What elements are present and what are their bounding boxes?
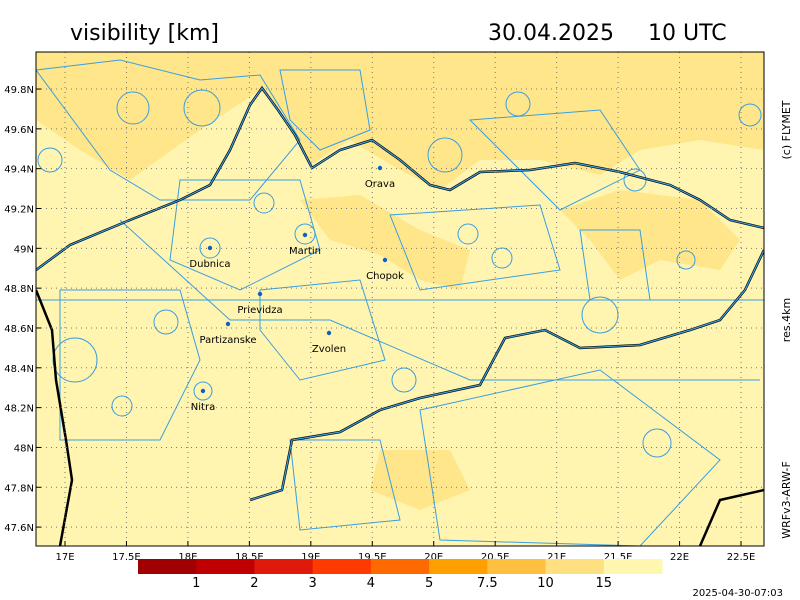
model: WRFv3-ARW-F [780,461,793,539]
city-label: Zvolen [312,344,346,355]
colorbar-label: 2 [250,576,258,591]
x-tick-label: 17.5E [112,552,141,563]
city-dot [200,388,206,394]
colorbar-label: 15 [596,576,613,591]
y-tick-label: 48.2N [4,404,34,415]
river-border [36,86,764,501]
title: visibility [km] [70,21,219,46]
city-label: Prievidza [237,305,282,316]
map-area: Orava Martin Dubnica Chopok Prievidza Partiza… [36,52,764,546]
map-frame [35,51,765,547]
colorbar-segment [196,559,255,574]
timestamp: 2025-04-30-07:03 [692,588,783,599]
colorbar-segment [312,559,372,574]
x-tick-label: 20E [424,552,443,563]
city-dot [257,291,263,297]
city-dot [302,232,308,238]
city-label: Orava [365,179,395,190]
y-tick-label: 47.6N [4,523,34,534]
colorbar-label: 1 [192,576,200,591]
colorbar-label: 3 [309,576,317,591]
city-dot [377,165,383,171]
city-dot [207,245,213,251]
x-tick-label: 18.5E [235,552,264,563]
y-tick-label: 48.6N [4,324,34,335]
haze-patch [370,450,470,510]
city-label: Chopok [366,271,404,282]
y-tick-label: 49.8N [4,85,34,96]
y-tick-label: 48.4N [4,364,34,375]
colorbar-segment [603,559,663,574]
x-tick-label: 17E [55,552,74,563]
x-tick-label: 20.5E [481,552,510,563]
y-tick-label: 48N [14,443,34,454]
city-label: Partizanske [199,335,256,346]
colorbar-segment [138,559,197,574]
y-tick-label: 49N [14,244,34,255]
haze-patch [36,52,764,190]
y-tick-label: 48.8N [4,284,34,295]
city-label: Nitra [191,402,215,413]
city-dot [225,321,231,327]
x-tick-label: 18E [178,552,197,563]
city-dot [326,330,332,336]
y-tick-label: 49.4N [4,165,34,176]
time: 10 UTC [648,21,727,46]
colorbar-label: 5 [425,576,433,591]
colorbar-segment [545,559,605,574]
x-tick-label: 19.5E [358,552,387,563]
city-label: Dubnica [189,259,230,270]
date: 30.04.2025 [488,21,614,46]
y-tick-label: 49.2N [4,205,34,216]
copyright: (c) FLYMET [780,100,793,159]
colorbar-label: 7.5 [477,576,498,591]
colorbar-segment [487,559,547,574]
resolution: res.4km [780,298,793,342]
x-tick-label: 22E [670,552,689,563]
colorbar-segment [429,559,488,574]
y-tick-label: 47.8N [4,483,34,494]
colorbar-label: 4 [367,576,375,591]
x-tick-label: 22.5E [727,552,756,563]
colorbar-segment [370,559,430,574]
colorbar-label: 10 [537,576,554,591]
colorbar-segment [254,559,314,574]
x-tick-label: 21E [547,552,566,563]
city-dot [382,257,388,263]
city-label: Martin [289,246,321,257]
y-tick-label: 49.6N [4,125,34,136]
haze-patch [300,195,470,290]
x-tick-label: 21.5E [604,552,633,563]
x-tick-label: 19E [301,552,320,563]
